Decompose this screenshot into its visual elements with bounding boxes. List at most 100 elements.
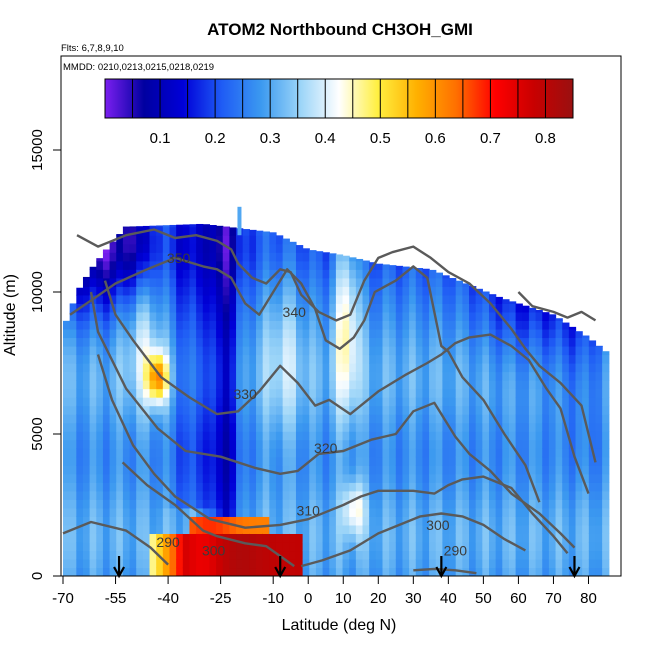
heatmap-cell — [82, 345, 91, 356]
heatmap-cell — [315, 303, 324, 313]
heatmap-cell — [329, 516, 337, 526]
heatmap-cell — [216, 337, 224, 347]
heatmap-cell — [275, 252, 284, 262]
heatmap-cell — [129, 354, 137, 364]
heatmap-cell — [455, 388, 463, 398]
heatmap-cell — [369, 541, 377, 552]
heatmap-cell — [156, 337, 164, 347]
heatmap-cell — [176, 286, 184, 296]
heatmap-cell — [355, 345, 364, 356]
heatmap-cell — [229, 414, 237, 424]
heatmap-cell — [189, 405, 197, 415]
heatmap-cell — [369, 345, 377, 356]
heatmap-cell — [302, 320, 310, 330]
heatmap-cell — [282, 252, 290, 262]
heatmap-cell — [522, 473, 530, 483]
heatmap-cell — [415, 524, 424, 534]
heatmap-cell — [295, 337, 304, 347]
heatmap-cell — [229, 473, 237, 483]
heatmap-cell — [508, 516, 517, 526]
heatmap-cell — [182, 235, 191, 245]
heatmap-cell — [189, 269, 197, 279]
heatmap-cell — [362, 294, 370, 304]
colorbar-tick-label: 0.2 — [205, 130, 226, 147]
heatmap-cell — [335, 456, 344, 466]
heatmap-cell — [229, 422, 237, 432]
heatmap-cell — [582, 533, 590, 543]
heatmap-cell — [442, 354, 450, 364]
heatmap-cell — [429, 422, 437, 432]
heatmap-cell — [122, 235, 131, 245]
heatmap-cell — [335, 431, 344, 441]
heatmap-cell — [109, 422, 117, 432]
heatmap-cell — [229, 550, 237, 560]
heatmap-cell — [315, 380, 324, 390]
heatmap-cell — [142, 533, 151, 543]
heatmap-cell — [229, 337, 237, 347]
heatmap-cell — [342, 303, 350, 313]
heatmap-cell — [588, 354, 597, 364]
heatmap-cell — [242, 482, 250, 492]
heatmap-cell — [209, 473, 217, 483]
heatmap-cell — [362, 499, 370, 509]
heatmap-cell — [196, 473, 204, 483]
heatmap-cell — [555, 465, 563, 475]
heatmap-cell — [102, 269, 111, 279]
heatmap-cell — [216, 226, 224, 236]
heatmap-cell — [202, 337, 211, 347]
heatmap-cell — [242, 294, 250, 304]
heatmap-cell — [96, 516, 104, 526]
heatmap-cell — [502, 311, 510, 321]
heatmap-cell — [389, 507, 397, 517]
heatmap-cell — [495, 431, 503, 441]
heatmap-cell — [588, 340, 597, 347]
heatmap-cell — [236, 439, 244, 449]
heatmap-cell — [169, 465, 177, 475]
heatmap-cell — [176, 337, 184, 347]
heatmap-cell — [449, 456, 457, 466]
heatmap-cell — [395, 337, 404, 347]
y-tick-label: 15000 — [29, 129, 46, 171]
heatmap-cell — [176, 550, 184, 560]
heatmap-cell — [548, 558, 557, 569]
heatmap-cell — [342, 550, 350, 560]
heatmap-cell — [182, 286, 191, 296]
heatmap-cell — [162, 371, 171, 381]
heatmap-cell — [462, 482, 470, 492]
heatmap-cell — [402, 567, 410, 576]
heatmap-cell — [289, 328, 297, 339]
heatmap-cell — [369, 311, 377, 321]
heatmap-cell — [349, 328, 357, 339]
heatmap-cell — [249, 499, 257, 509]
heatmap-cell — [555, 490, 563, 500]
heatmap-cell — [216, 473, 224, 483]
heatmap-cell — [76, 311, 84, 321]
heatmap-cell — [469, 456, 477, 466]
heatmap-cell — [236, 345, 244, 356]
heatmap-cell — [602, 558, 610, 569]
heatmap-cell — [449, 533, 457, 543]
heatmap-cell — [289, 422, 297, 432]
heatmap-cell — [302, 473, 310, 483]
heatmap-cell — [495, 405, 503, 415]
heatmap-cell — [196, 490, 204, 500]
heatmap-cell — [202, 328, 211, 339]
heatmap-cell — [302, 354, 310, 364]
heatmap-cell — [182, 328, 191, 339]
heatmap-cell — [469, 328, 477, 339]
colorbar-tick-label: 0.5 — [370, 130, 391, 147]
heatmap-cell — [329, 567, 337, 576]
heatmap-cell — [136, 397, 144, 407]
heatmap-cell — [309, 541, 317, 552]
heatmap-cell — [262, 354, 270, 364]
heatmap-cell — [116, 243, 124, 253]
heatmap-cell — [555, 397, 563, 407]
heatmap-cell — [249, 328, 257, 339]
x-tick-label: 70 — [545, 590, 562, 607]
heatmap-cell — [302, 567, 310, 576]
heatmap-cell — [82, 414, 91, 424]
heatmap-cell — [262, 550, 270, 560]
heatmap-cell — [409, 328, 417, 339]
heatmap-cell — [555, 558, 563, 569]
heatmap-cell — [309, 252, 317, 262]
